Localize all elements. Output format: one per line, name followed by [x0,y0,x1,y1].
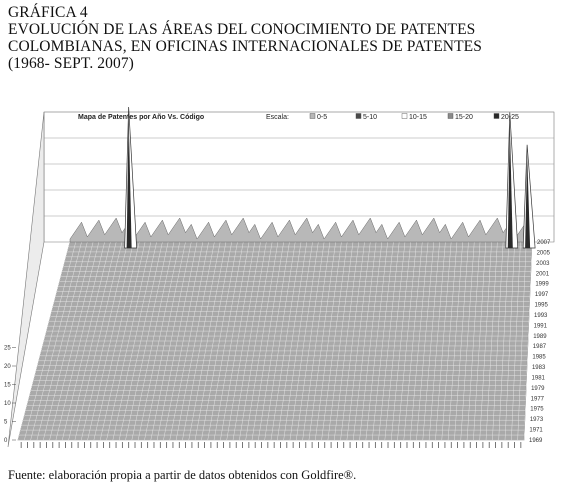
year-axis: 2007 2005 2003 2001 1999 1997 1995 1993 1991 1989… [529,240,551,444]
surface-chart-svg: Mapa de Patentes por Año Vs. Código Esca… [4,92,570,452]
legend-label: 0-5 [317,114,327,121]
year-tick-label: 2005 [537,250,551,256]
year-tick-label: 1977 [531,396,545,402]
legend-swatch [448,114,453,119]
legend-swatch [310,114,315,119]
year-tick-label: 1991 [534,323,548,329]
year-tick-label: 1981 [532,375,546,381]
legend-title: Escala: [266,114,289,121]
year-tick-label: 1993 [534,313,548,319]
legend-swatch [402,114,407,119]
z-tick-label: 25 [4,346,11,352]
figure-label: GRÁFICA 4 [8,4,568,21]
source-note: Fuente: elaboración propia a partir de d… [8,468,356,483]
year-tick-label: 1973 [530,417,544,423]
figure-title-line-1: EVOLUCIÓN DE LAS ÁREAS DEL CONOCIMIENTO … [8,21,568,38]
year-tick-label: 1987 [533,344,547,350]
year-tick-label: 1979 [531,386,545,392]
figure-title-line-2: COLOMBIANAS, EN OFICINAS INTERNACIONALES… [8,38,568,55]
figure-title-line-3: (1968- SEPT. 2007) [8,55,568,72]
year-tick-label: 1989 [533,334,547,340]
code-axis [21,442,521,448]
z-tick-label: 10 [4,401,11,407]
z-tick-label: 20 [4,364,11,370]
year-tick-label: 1975 [530,407,544,413]
year-tick-label: 2001 [536,271,550,277]
year-tick-label: 1997 [535,292,549,298]
legend-label: 10-15 [409,114,427,121]
chart-title: Mapa de Patentes por Año Vs. Código [78,114,204,121]
legend-swatch [494,114,499,119]
figure-caption: GRÁFICA 4 EVOLUCIÓN DE LAS ÁREAS DEL CON… [8,4,568,72]
legend-label: 5-10 [363,114,377,121]
back-wall [44,112,554,242]
legend-swatch [356,114,361,119]
surface-floor [18,218,532,440]
year-tick-label: 1983 [532,365,546,371]
year-tick-label: 1971 [529,428,543,434]
surface-chart: Mapa de Patentes por Año Vs. Código Esca… [4,92,570,452]
z-tick-label: 0 [4,438,8,444]
z-tick-label: 15 [4,383,11,389]
year-tick-label: 2007 [537,240,551,246]
year-tick-label: 1985 [532,355,546,361]
year-tick-label: 1999 [535,282,549,288]
year-tick-label: 1969 [529,438,543,444]
year-tick-label: 2003 [536,261,550,267]
legend-label: 15-20 [455,114,473,121]
year-tick-label: 1995 [534,303,548,309]
z-tick-label: 5 [4,420,8,426]
